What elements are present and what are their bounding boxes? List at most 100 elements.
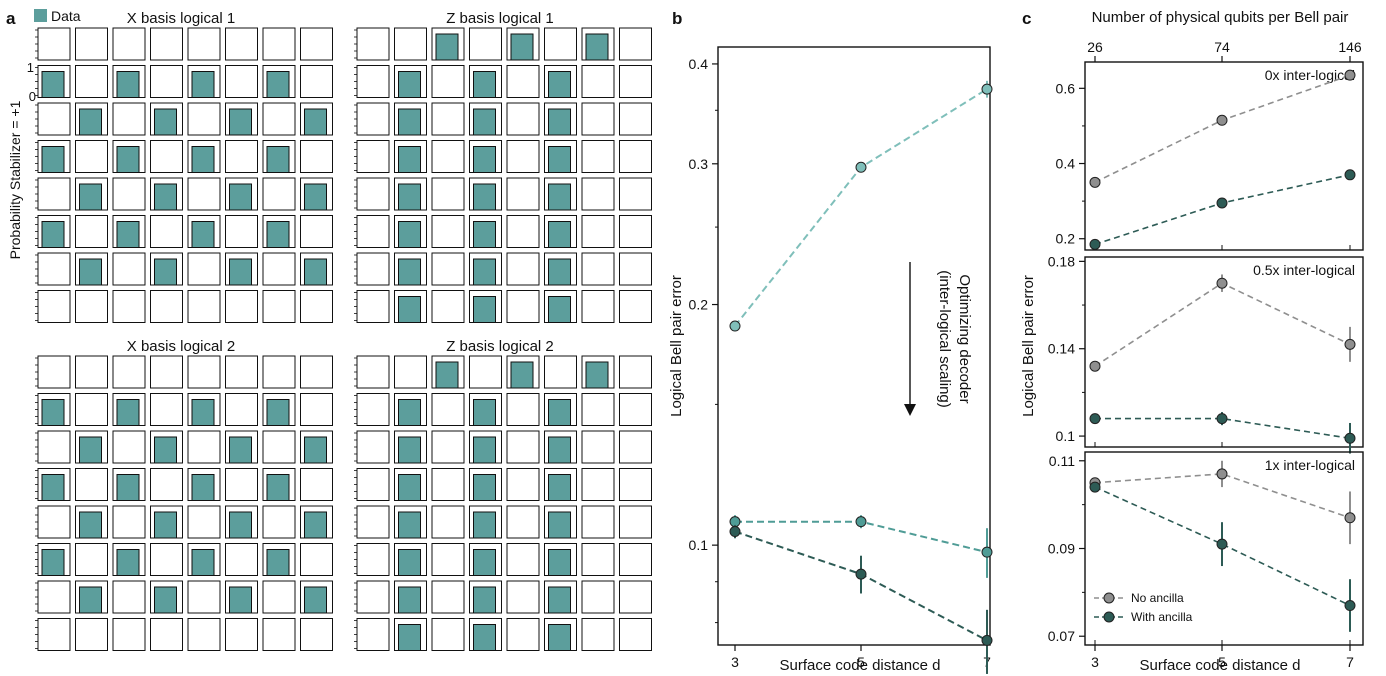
stabilizer-cell: [619, 215, 652, 248]
stabilizer-cell: [506, 102, 540, 136]
stabilizer-cell: [225, 393, 258, 426]
stabilizer-cell: [619, 140, 652, 173]
stabilizer-cell: [75, 618, 108, 651]
stabilizer-cell: [356, 543, 390, 576]
stabilizer-bar: [229, 586, 252, 614]
grid-z-basis-logical-1: [354, 27, 652, 323]
stabilizer-cell: [187, 290, 221, 323]
stabilizer-cell: [112, 618, 146, 651]
stabilizer-bar: [510, 361, 534, 389]
stabilizer-cell: [150, 140, 183, 173]
stabilizer-cell: [581, 618, 615, 651]
stabilizer-cell: [75, 27, 108, 61]
stabilizer-cell: [37, 580, 71, 614]
stabilizer-cell: [431, 102, 465, 136]
stabilizer-cell: [37, 27, 71, 61]
top-axis-tick-label: 74: [1214, 39, 1230, 55]
series-line: [1094, 174, 1351, 246]
stabilizer-bar: [398, 474, 421, 501]
stabilizer-cell: [506, 468, 540, 501]
stabilizer-cell: [225, 215, 258, 248]
stabilizer-bar: [191, 549, 215, 576]
stabilizer-bar: [79, 183, 102, 211]
x-tick-label: 5: [857, 654, 865, 670]
panel-a-y-tick-1: 1: [27, 60, 34, 75]
stabilizer-bar: [398, 549, 421, 576]
stabilizer-bar: [191, 399, 215, 426]
legend-entry-label: With ancilla: [1131, 610, 1193, 624]
panel-b-series: [729, 80, 993, 674]
stabilizer-bar: [266, 549, 290, 576]
stabilizer-cell: [187, 27, 221, 61]
stabilizer-cell: [225, 140, 258, 173]
stabilizer-cell: [225, 618, 258, 651]
stabilizer-cell: [506, 543, 540, 576]
stabilizer-cell: [619, 102, 652, 136]
y-tick-label: 0.09: [1048, 541, 1075, 557]
grid-x-basis-logical-2: [35, 355, 333, 651]
panel-b-axes-frame: [717, 46, 991, 646]
stabilizer-bar: [398, 183, 421, 211]
stabilizer-cell: [544, 355, 577, 389]
stabilizer-bar: [473, 258, 496, 286]
panel-b-decoder-scaling: Logical Bell pair error Surface code dis…: [668, 46, 993, 674]
stabilizer-bar: [191, 71, 215, 98]
stabilizer-cell: [112, 430, 146, 464]
stabilizer-cell: [581, 215, 615, 248]
stabilizer-bar: [548, 474, 571, 501]
stabilizer-cell: [262, 252, 296, 286]
x-tick-label: 3: [1091, 654, 1099, 670]
stabilizer-cell: [300, 468, 333, 501]
stabilizer-bar: [548, 511, 571, 539]
stabilizer-cell: [75, 290, 108, 323]
stabilizer-cell: [300, 65, 333, 98]
panel-c-legend: No ancilla With ancilla: [1094, 591, 1193, 624]
stabilizer-cell: [356, 580, 390, 614]
subplot-frame: [1084, 256, 1364, 448]
stabilizer-cell: [619, 618, 652, 651]
stabilizer-cell: [75, 65, 108, 98]
stabilizer-bar: [473, 146, 496, 173]
y-tick-label: 0.4: [689, 56, 709, 72]
stabilizer-cell: [150, 468, 183, 501]
series-line: [1094, 486, 1351, 607]
data-point: [855, 161, 867, 173]
stabilizer-cell: [356, 290, 390, 323]
stabilizer-cell: [300, 393, 333, 426]
stabilizer-cell: [506, 290, 540, 323]
stabilizer-bar: [41, 146, 65, 173]
stabilizer-cell: [394, 27, 427, 61]
stabilizer-bar: [229, 108, 252, 136]
stabilizer-cell: [619, 505, 652, 539]
annotation-arrow-head: [904, 404, 916, 416]
top-axis-tick-label: 26: [1087, 39, 1103, 55]
y-tick-label: 0.2: [1056, 231, 1076, 247]
stabilizer-cell: [619, 543, 652, 576]
stabilizer-cell: [356, 27, 390, 61]
stabilizer-cell: [619, 177, 652, 211]
stabilizer-cell: [262, 290, 296, 323]
data-point: [1216, 468, 1228, 480]
stabilizer-bar: [548, 436, 571, 464]
data-point: [1216, 114, 1228, 126]
stabilizer-cell: [225, 355, 258, 389]
stabilizer-bar: [548, 258, 571, 286]
stabilizer-cell: [300, 618, 333, 651]
y-tick-label: 0.1: [1056, 428, 1076, 444]
stabilizer-cell: [262, 27, 296, 61]
stabilizer-bar: [435, 361, 459, 389]
stabilizer-bar: [154, 586, 177, 614]
stabilizer-cell: [431, 215, 465, 248]
data-point: [1089, 413, 1101, 425]
stabilizer-cell: [150, 355, 183, 389]
stabilizer-cell: [394, 355, 427, 389]
legend-marker: [1103, 611, 1115, 623]
stabilizer-bar: [398, 258, 421, 286]
stabilizer-bar: [154, 511, 177, 539]
stabilizer-cell: [262, 102, 296, 136]
stabilizer-bar: [398, 399, 421, 426]
subplot-0x-inter-logical: 0.2 0.4 0.6 0x inter-logical: [1056, 61, 1364, 251]
stabilizer-cell: [431, 290, 465, 323]
data-point: [1344, 338, 1356, 350]
stabilizer-cell: [150, 215, 183, 248]
